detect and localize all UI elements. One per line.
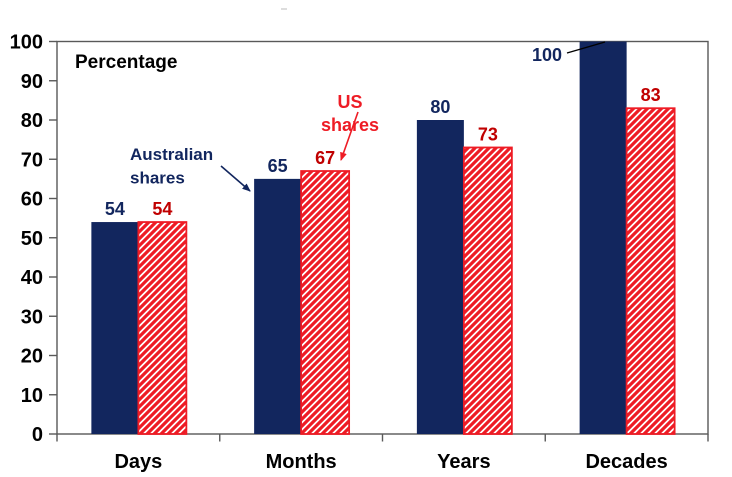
value-label-australian-shares-months: 65 [268, 156, 288, 176]
y-axis-label-0: 0 [32, 424, 43, 446]
bar-australian-shares-decades [579, 41, 627, 434]
value-label-us-shares-months: 67 [315, 148, 335, 168]
value-label-leader-line [566, 41, 606, 54]
us-shares-label: US shares [321, 92, 379, 135]
bar-australian-shares-years [416, 120, 464, 434]
australian-shares-label: Australian shares [130, 145, 213, 188]
bar-australian-shares-months [254, 178, 302, 434]
percentage-label: Percentage [75, 52, 177, 73]
x-axis-label-months: Months [266, 451, 337, 473]
y-axis-label-10: 10 [21, 385, 43, 407]
y-axis-label-80: 80 [21, 110, 43, 132]
value-label-us-shares-years: 73 [478, 124, 498, 144]
value-label-australian-shares-years: 80 [430, 97, 450, 117]
australian-shares-label-arrow [220, 165, 251, 192]
value-label-australian-shares-decades: 100 [532, 45, 562, 65]
us-shares-label-arrow [340, 111, 359, 161]
x-axis-label-years: Years [437, 451, 490, 473]
bar-us-shares-months [300, 170, 351, 435]
value-label-australian-shares-days: 54 [105, 199, 125, 219]
y-axis-label-100: 100 [10, 32, 43, 54]
x-axis-label-decades: Decades [585, 451, 667, 473]
bar-us-shares-decades [625, 107, 676, 435]
y-axis-label-30: 30 [21, 306, 43, 328]
value-label-us-shares-days: 54 [152, 199, 172, 219]
value-label-us-shares-decades: 83 [641, 85, 661, 105]
y-axis-label-50: 50 [21, 228, 43, 250]
y-axis-label-60: 60 [21, 189, 43, 211]
y-axis-label-20: 20 [21, 346, 43, 368]
bar-us-shares-days [137, 221, 188, 435]
bar-us-shares-years [462, 146, 513, 435]
x-axis-label-days: Days [114, 451, 162, 473]
bar-australian-shares-days [91, 222, 139, 434]
y-axis-label-40: 40 [21, 267, 43, 289]
stray-mark [281, 8, 287, 10]
y-axis-label-70: 70 [21, 149, 43, 171]
y-axis-label-90: 90 [21, 71, 43, 93]
